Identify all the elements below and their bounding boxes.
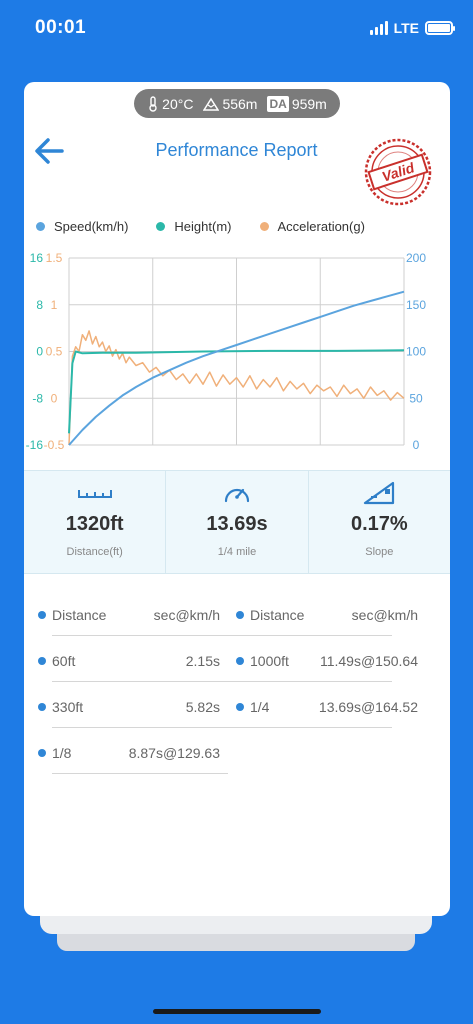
result-row-60ft: 60ft 2.15s [38,638,220,684]
thermometer-icon [149,95,157,112]
series-line-speed-km-h [68,290,405,446]
result-label: 330ft [52,699,84,715]
legend-item-speed: Speed(km/h) [36,219,128,234]
accel-tick-label: 0.5 [46,345,63,359]
arrow-left-icon [35,138,64,164]
result-row-eighth: 1/8 8.87s@129.63 [38,730,220,776]
accel-tick-label: 1.5 [46,251,63,265]
status-time: 00:01 [35,17,87,38]
result-label: 1/8 [52,745,72,761]
metric-value: 13.69s [206,513,268,535]
chart-legend: Speed(km/h) Height(m) Acceleration(g) [36,219,393,234]
home-indicator[interactable] [153,1009,321,1014]
result-value: 8.87s@129.63 [128,745,220,761]
speed-tick-label: 100 [406,345,426,359]
result-label: 1000ft [250,653,289,669]
speed-tick-label: 200 [406,251,426,265]
result-label: 60ft [52,653,76,669]
divider [52,727,392,728]
density-altitude-value: 959m [291,95,327,112]
result-row-quarter: 1/4 13.69s@164.52 [236,684,418,730]
da-badge: DA [267,95,289,112]
divider [52,681,392,682]
result-label: 1/4 [250,699,270,715]
accel-tick-label: 1 [51,298,58,312]
result-value: 13.69s@164.52 [318,699,418,715]
legend-item-acceleration: Acceleration(g) [259,219,365,234]
speed-tick-label: 150 [406,298,426,312]
speed-tick-label: 0 [413,438,420,452]
metric-value: 0.17% [350,513,408,535]
environment-pill: 20°C 556m DA 959m [134,89,340,118]
results-header-label: Distance [52,607,107,623]
metric-label: Distance(ft) [66,546,123,558]
height-tick-label: -8 [32,391,43,405]
legend-item-height: Height(m) [156,219,232,234]
altitude-info: 556m [203,96,257,112]
network-type: LTE [393,20,419,36]
metrics-panel: 1320ft Distance(ft) 13.69s 1/4 mile 0.17… [24,470,450,574]
result-value: 11.49s@150.64 [319,653,418,669]
status-bar: 00:01 LTE [0,0,473,60]
results-header-value: sec@km/h [351,607,418,623]
temperature-value: 20°C [162,95,194,112]
metric-slope: 0.17% Slope [309,471,450,573]
altitude-value: 556m [222,95,258,112]
height-tick-label: 8 [36,298,43,312]
legend-dot [259,222,269,231]
density-altitude-info: DA 959m [267,95,327,112]
legend-dot [36,222,45,231]
status-indicators: LTE [369,20,455,36]
metric-time: 13.69s 1/4 mile [166,471,309,573]
slope-icon [364,481,395,505]
height-tick-label: -16 [26,438,44,452]
page-title: Performance Report [155,140,318,160]
divider [52,635,392,636]
back-button[interactable] [33,136,65,166]
metric-distance: 1320ft Distance(ft) [24,471,167,573]
series-line-height-m [68,349,405,434]
result-row-1000ft: 1000ft 11.49s@150.64 [236,638,418,684]
metric-label: 1/4 mile [217,546,257,558]
chart-lines [68,290,405,446]
result-row-330ft: 330ft 5.82s [38,684,220,730]
legend-label: Acceleration(g) [277,219,365,234]
valid-stamp: Valid [364,138,432,206]
series-line-acceleration-g [68,330,405,446]
results-header-label: Distance [250,607,305,623]
height-tick-label: 0 [36,345,43,359]
legend-label: Height(m) [174,219,232,234]
ruler-icon [77,490,112,498]
height-tick-label: 16 [30,251,44,265]
results-header-left: Distance sec@km/h [38,592,220,638]
legend-dot [156,222,166,231]
legend-label: Speed(km/h) [54,219,129,234]
result-value: 5.82s [185,699,220,715]
metric-value: 1320ft [65,513,124,535]
card-stack-middle [40,912,432,934]
temperature-info: 20°C [147,96,193,112]
results-header-value: sec@km/h [153,607,220,623]
accel-tick-label: -0.5 [44,438,65,452]
battery-icon [425,21,455,35]
accel-tick-label: 0 [51,391,58,405]
metric-label: Slope [365,546,394,558]
divider [52,773,228,774]
results-header-right: Distance sec@km/h [236,592,418,638]
speedometer-icon [224,488,250,503]
speed-tick-label: 50 [409,391,423,405]
result-value: 2.15s [185,653,220,669]
mountain-icon [203,97,220,111]
signal-icon [369,21,388,35]
